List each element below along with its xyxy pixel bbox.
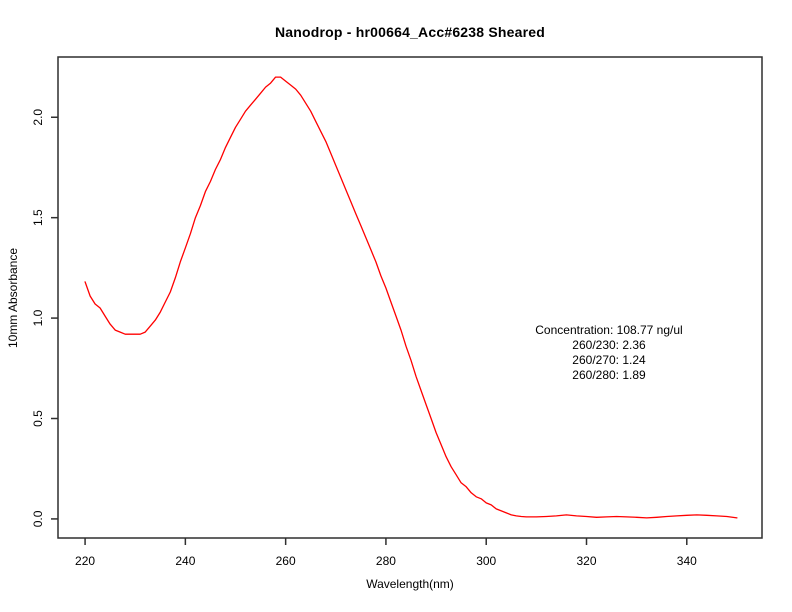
x-tick-label: 300 <box>476 554 496 568</box>
x-axis-label: Wavelength(nm) <box>366 577 454 591</box>
y-tick-label: 0.5 <box>31 410 45 427</box>
y-tick-label: 1.5 <box>31 209 45 226</box>
x-tick-label: 320 <box>576 554 596 568</box>
x-tick-label: 260 <box>276 554 296 568</box>
y-axis-label: 10mm Absorbance <box>6 247 20 349</box>
x-tick-label: 280 <box>376 554 396 568</box>
x-tick-label: 240 <box>175 554 195 568</box>
y-tick-label: 0.0 <box>31 510 45 527</box>
annotation-concentration: Concentration: 108.77 ng/ul <box>535 323 683 337</box>
x-tick-label: 220 <box>75 554 95 568</box>
annotation-ratio-260-280: 260/280: 1.89 <box>572 368 646 382</box>
annotation-ratio-260-230: 260/230: 2.36 <box>572 338 646 352</box>
chart-title: Nanodrop - hr00664_Acc#6238 Sheared <box>274 24 545 40</box>
x-tick-label: 340 <box>677 554 697 568</box>
measurement-annotation: Concentration: 108.77 ng/ul 260/230: 2.3… <box>499 323 719 383</box>
spectrum-line <box>84 76 738 519</box>
y-tick-label: 2.0 <box>31 109 45 126</box>
y-tick-label: 1.0 <box>31 309 45 326</box>
plot-box <box>57 56 763 539</box>
annotation-ratio-260-270: 260/270: 1.24 <box>572 353 646 367</box>
